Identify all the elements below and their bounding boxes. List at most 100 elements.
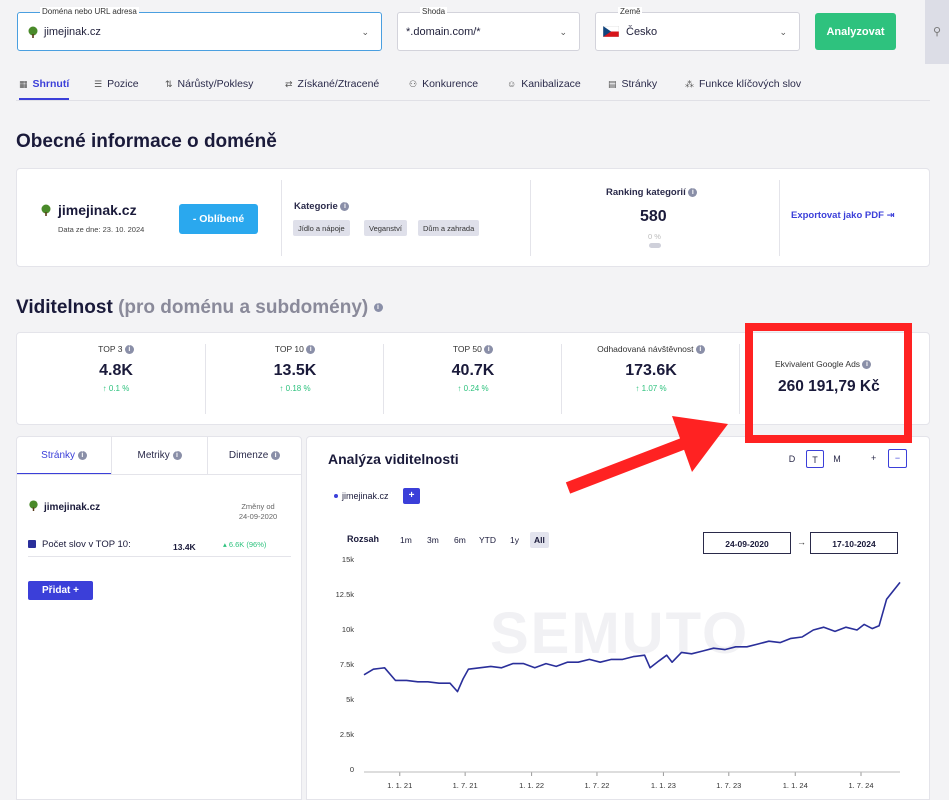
- tab-metrics-panel[interactable]: Metriky i: [112, 437, 208, 475]
- divider: [281, 180, 282, 256]
- range-label: Rozsah: [347, 534, 380, 544]
- general-domain: jimejinak.cz: [40, 202, 137, 218]
- info-icon[interactable]: i: [484, 345, 494, 355]
- y-tick-label: 7.5k: [339, 660, 354, 669]
- add-series-button[interactable]: +: [403, 488, 420, 504]
- chart-title: Analýza viditelnosti: [328, 451, 459, 467]
- divider: [779, 180, 780, 256]
- data-date: Data ze dne: 23. 10. 2024: [58, 225, 145, 234]
- domain-input[interactable]: Doména nebo URL adresa jimejinak.cz ⌄: [17, 7, 382, 51]
- arrows-icon: ⇄: [285, 79, 293, 89]
- tab-competition[interactable]: ⚇ Konkurence: [409, 78, 479, 90]
- range-ytd[interactable]: YTD: [479, 535, 496, 545]
- chevron-down-icon[interactable]: ⌄: [779, 27, 787, 37]
- people-icon: ⚇: [409, 79, 418, 89]
- google-ads-label: Ekvivalent Google Ads i: [775, 359, 872, 370]
- chevron-down-icon[interactable]: ⌄: [361, 27, 369, 37]
- metric-change: ▴ 6.6K (96%): [223, 540, 267, 549]
- tab-cannibalization[interactable]: ☺ Kanibalizace: [507, 78, 581, 90]
- tab-gains-losses[interactable]: ⇅ Nárůsty/Poklesy: [165, 78, 254, 90]
- info-icon[interactable]: i: [695, 345, 705, 355]
- range-all[interactable]: All: [530, 532, 549, 548]
- x-tick-label: 1. 7. 22: [584, 781, 610, 790]
- analyze-button[interactable]: Analyzovat: [815, 13, 896, 50]
- ranking-title: Ranking kategorií i: [606, 187, 698, 198]
- tab-positions[interactable]: ☰ Pozice: [94, 78, 139, 90]
- info-icon[interactable]: i: [340, 201, 350, 211]
- tab-summary[interactable]: ▦ Shrnutí: [19, 78, 70, 100]
- series-line: [363, 581, 901, 693]
- export-pdf-link[interactable]: Exportovat jako PDF ⇥: [791, 210, 895, 221]
- x-tick-label: 1. 7. 24: [848, 781, 874, 790]
- date-from-input[interactable]: 24-09-2020: [703, 532, 791, 554]
- tab-dimensions-panel[interactable]: Dimenze i: [208, 437, 301, 475]
- general-info-card: [16, 168, 930, 267]
- general-info-title: Obecné informace o doméně: [16, 131, 277, 152]
- visibility-title: Viditelnost (pro doménu a subdomény) i: [16, 297, 383, 319]
- zoom-out-icon[interactable]: −: [888, 449, 907, 468]
- date-to-input[interactable]: 17-10-2024: [810, 532, 898, 554]
- granularity-month[interactable]: M: [833, 454, 841, 464]
- granularity-week[interactable]: T: [806, 450, 824, 468]
- page-icon: ▤: [608, 79, 617, 89]
- tab-pages[interactable]: ▤ Stránky: [608, 78, 658, 90]
- category-tag[interactable]: Jídlo a nápoje: [293, 220, 350, 236]
- category-tag[interactable]: Veganství: [364, 220, 407, 236]
- info-icon[interactable]: i: [77, 450, 87, 460]
- series-color-swatch[interactable]: [28, 540, 36, 548]
- range-1y[interactable]: 1y: [510, 535, 519, 545]
- domain-input-value: jimejinak.cz: [44, 26, 101, 38]
- metric-top3: TOP 3 i 4.8K ↑ 0.1 %: [98, 344, 134, 394]
- range-3m[interactable]: 3m: [427, 535, 439, 545]
- info-icon[interactable]: i: [271, 450, 281, 460]
- chevron-down-icon[interactable]: ⌄: [559, 27, 567, 37]
- info-icon[interactable]: i: [172, 450, 182, 460]
- metric-top50: TOP 50 i 40.7K ↑ 0.24 %: [451, 344, 495, 394]
- divider: [561, 344, 562, 414]
- category-title: Kategorie i: [294, 201, 350, 212]
- panel-domain: jimejinak.cz: [28, 500, 100, 513]
- match-select[interactable]: Shoda *.domain.com/* ⌄: [397, 7, 580, 51]
- arrow-up-icon: ↑: [457, 384, 462, 394]
- y-tick-label: 0: [349, 765, 354, 774]
- y-tick-label: 10k: [341, 625, 354, 634]
- range-1m[interactable]: 1m: [400, 535, 412, 545]
- granularity-day[interactable]: D: [788, 454, 796, 464]
- divider: [530, 180, 531, 256]
- info-icon[interactable]: i: [373, 303, 383, 313]
- info-icon[interactable]: i: [862, 360, 872, 370]
- info-icon[interactable]: i: [124, 345, 134, 355]
- y-tick-label: 2.5k: [339, 730, 354, 739]
- tab-keyword-features[interactable]: ⁂ Funkce klíčových slov: [685, 78, 802, 90]
- category-tag[interactable]: Dům a zahrada: [418, 220, 480, 236]
- match-select-value: *.domain.com/*: [406, 26, 481, 38]
- tabs-divider: [16, 100, 930, 101]
- changes-since: Změny od 24-09-2020: [238, 502, 278, 521]
- date-range-arrow: →: [797, 537, 806, 547]
- arrow-up-icon: ▴: [223, 540, 227, 549]
- ranking-percent: 0 %: [648, 232, 661, 241]
- x-tick-label: 1. 7. 21: [452, 781, 478, 790]
- favorite-button[interactable]: - Oblíbené: [179, 204, 258, 234]
- y-tick-label: 12.5k: [335, 590, 354, 599]
- pages-panel: [16, 436, 302, 800]
- grid-icon: ▦: [19, 79, 28, 89]
- czech-flag-icon: [603, 26, 619, 37]
- legend-item[interactable]: jimejinak.cz: [334, 491, 389, 501]
- google-ads-value: 260 191,79 Kč: [778, 378, 880, 395]
- zoom-in-icon[interactable]: +: [871, 453, 877, 463]
- export-icon: ⇥: [886, 210, 895, 221]
- person-icon: ☺: [507, 79, 517, 89]
- info-icon[interactable]: i: [688, 187, 698, 197]
- ranking-value: 580: [640, 208, 667, 225]
- tab-gained-lost[interactable]: ⇄ Získané/Ztracené: [285, 78, 380, 90]
- country-select[interactable]: Země Česko ⌄: [595, 7, 800, 51]
- range-6m[interactable]: 6m: [454, 535, 466, 545]
- site-favicon-icon: [41, 204, 51, 216]
- info-icon[interactable]: i: [306, 345, 316, 355]
- add-button[interactable]: Přidat +: [28, 581, 93, 600]
- pin-icon[interactable]: ⚲: [925, 0, 949, 64]
- highlight-box: [745, 323, 912, 443]
- ranking-bar: [649, 243, 661, 248]
